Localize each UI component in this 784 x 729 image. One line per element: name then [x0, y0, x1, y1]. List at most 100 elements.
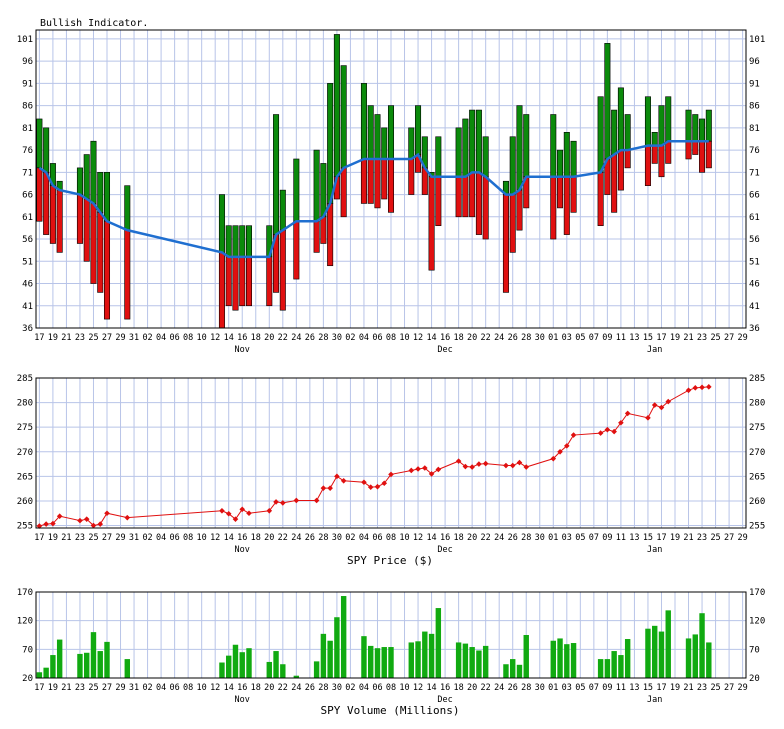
- x-tick-label: 22: [481, 533, 491, 543]
- x-tick-label: 02: [345, 333, 355, 343]
- price-point: [503, 462, 509, 469]
- volume-bar: [706, 642, 712, 678]
- x-tick-label: 27: [724, 533, 734, 543]
- price-point: [388, 471, 394, 478]
- indicator-bar-up: [462, 118, 469, 178]
- volume-bar: [43, 667, 49, 678]
- x-tick-label: 08: [183, 533, 193, 543]
- indicator-average-line: [38, 139, 709, 259]
- x-tick-label: 10: [197, 533, 207, 543]
- indicator-bar-up: [557, 149, 564, 178]
- x-tick-label: 20: [467, 683, 477, 693]
- indicator-bar-up: [333, 34, 340, 178]
- indicator-bar-down: [320, 216, 327, 244]
- indicator-bar-down: [124, 229, 131, 320]
- x-tick-label: 21: [683, 333, 693, 343]
- indicator-bar-up: [103, 172, 111, 222]
- indicator-bar-up: [97, 172, 104, 213]
- indicator-bar-up: [482, 136, 489, 178]
- price-point: [104, 510, 110, 517]
- price-point: [273, 499, 279, 505]
- x-tick-label: 25: [88, 333, 98, 343]
- indicator-bar-down: [699, 140, 706, 173]
- x-tick-label: 06: [169, 683, 179, 693]
- y-tick-label-left: 41: [22, 302, 33, 312]
- price-point: [462, 463, 469, 470]
- y-tick-label-left: 255: [17, 522, 33, 532]
- y-tick-label-right: 275: [749, 423, 765, 433]
- price-point: [435, 466, 442, 473]
- volume-bar: [510, 659, 516, 678]
- y-tick-label-right: 46: [749, 280, 760, 290]
- price-point: [482, 460, 489, 467]
- indicator-bar-up: [367, 105, 374, 160]
- y-tick-label-left: 260: [17, 497, 33, 507]
- x-tick-label: 23: [75, 683, 85, 693]
- x-tick-label: 07: [589, 533, 599, 543]
- x-tick-label: 16: [440, 683, 450, 693]
- indicator-bar-down: [644, 145, 651, 186]
- x-tick-label: 11: [616, 333, 626, 343]
- x-tick-label: 26: [508, 533, 518, 543]
- x-tick-label: 18: [251, 683, 261, 693]
- x-tick-label: 31: [129, 533, 139, 543]
- indicator-bar-down: [685, 140, 692, 160]
- x-tick-label: 24: [494, 533, 504, 543]
- y-tick-label-left: 170: [17, 588, 33, 598]
- x-tick-label: 06: [372, 683, 382, 693]
- indicator-bar-up: [685, 109, 692, 142]
- volume-bar: [652, 625, 658, 678]
- x-tick-label: 03: [562, 683, 572, 693]
- indicator-bar-up: [245, 225, 253, 258]
- volume-bar: [658, 631, 665, 678]
- x-tick-label: 21: [61, 683, 71, 693]
- x-tick-label: 21: [683, 683, 693, 693]
- indicator-bar-down: [705, 140, 712, 169]
- indicator-bar-down: [340, 167, 347, 218]
- indicator-bar-down: [218, 252, 225, 329]
- indicator-bar-down: [374, 158, 381, 209]
- x-tick-label: 26: [305, 533, 315, 543]
- x-tick-label: 30: [535, 683, 545, 693]
- x-tick-label: 19: [48, 683, 58, 693]
- volume-bar: [374, 648, 381, 678]
- x-tick-label: 24: [291, 533, 301, 543]
- indicator-bar-up: [273, 114, 280, 235]
- x-tick-label: 23: [75, 533, 85, 543]
- price-point: [280, 500, 286, 506]
- indicator-bar-up: [124, 185, 131, 231]
- x-tick-label: 14: [224, 533, 234, 543]
- x-tick-label: 28: [521, 683, 531, 693]
- volume-bar: [219, 662, 225, 678]
- x-tick-label: 04: [156, 683, 166, 693]
- indicator-bar-down: [462, 176, 469, 218]
- x-tick-label: 24: [494, 333, 504, 343]
- volume-bar: [327, 640, 333, 678]
- volume-bar: [320, 633, 327, 678]
- x-month-label: Dec: [437, 345, 452, 355]
- x-tick-label: 20: [264, 333, 274, 343]
- x-tick-label: 17: [656, 533, 666, 543]
- volume-bar: [469, 647, 475, 678]
- volume-bar: [56, 639, 63, 678]
- y-tick-label-right: 36: [749, 324, 760, 334]
- indicator-bar-up: [90, 140, 97, 204]
- indicator-bar-up: [374, 114, 381, 160]
- x-tick-label: 16: [237, 533, 247, 543]
- x-tick-label: 07: [589, 683, 599, 693]
- y-tick-label-right: 51: [749, 257, 760, 267]
- indicator-bar-down: [279, 229, 286, 311]
- x-tick-label: 30: [535, 533, 545, 543]
- y-tick-label-left: 36: [22, 324, 33, 334]
- indicator-bar-up: [705, 109, 712, 142]
- x-tick-label: 30: [535, 333, 545, 343]
- x-tick-label: 06: [169, 333, 179, 343]
- indicator-bar-up: [76, 167, 83, 195]
- x-tick-label: 27: [102, 333, 112, 343]
- y-tick-label-left: 70: [22, 645, 33, 655]
- x-tick-label: 03: [562, 533, 572, 543]
- volume-bar: [624, 639, 631, 678]
- y-tick-label-left: 280: [17, 399, 33, 409]
- x-tick-label: 02: [345, 683, 355, 693]
- price-axis-label: SPY Price ($): [347, 554, 433, 567]
